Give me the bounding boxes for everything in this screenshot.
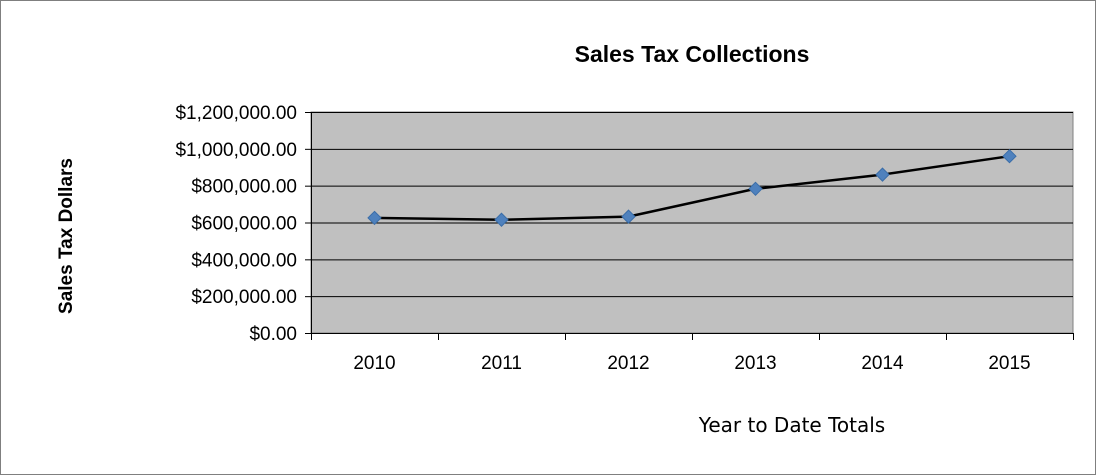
x-tick-label: 2013 [734,353,776,374]
x-axis-label: Year to Date Totals [698,413,885,437]
x-tick-label: 2010 [353,353,395,374]
series-line [374,154,1010,221]
x-tick-label: 2015 [988,353,1030,374]
data-point-marker [748,181,763,197]
x-tick-label: 2014 [861,353,904,374]
x-tick-label: 2011 [481,353,522,374]
x-tick-label: 2012 [607,353,649,374]
data-point-marker [621,209,636,224]
y-tick-label: $800,000.00 [191,177,297,198]
y-tick-label: $0.00 [249,324,297,345]
data-point-marker [367,210,382,226]
data-point-marker [875,167,890,182]
y-tick-label: $200,000.00 [191,287,297,308]
y-tick-label: $1,000,000.00 [175,140,297,161]
data-point-marker [1002,148,1017,164]
chart-title: Sales Tax Collections [575,41,810,67]
y-tick-label: $600,000.00 [191,214,297,235]
y-tick-label: $1,200,000.00 [175,103,297,124]
data-point-marker [494,212,509,227]
y-axis-label: Sales Tax Dollars [56,158,77,314]
y-tick-label: $400,000.00 [191,250,297,271]
